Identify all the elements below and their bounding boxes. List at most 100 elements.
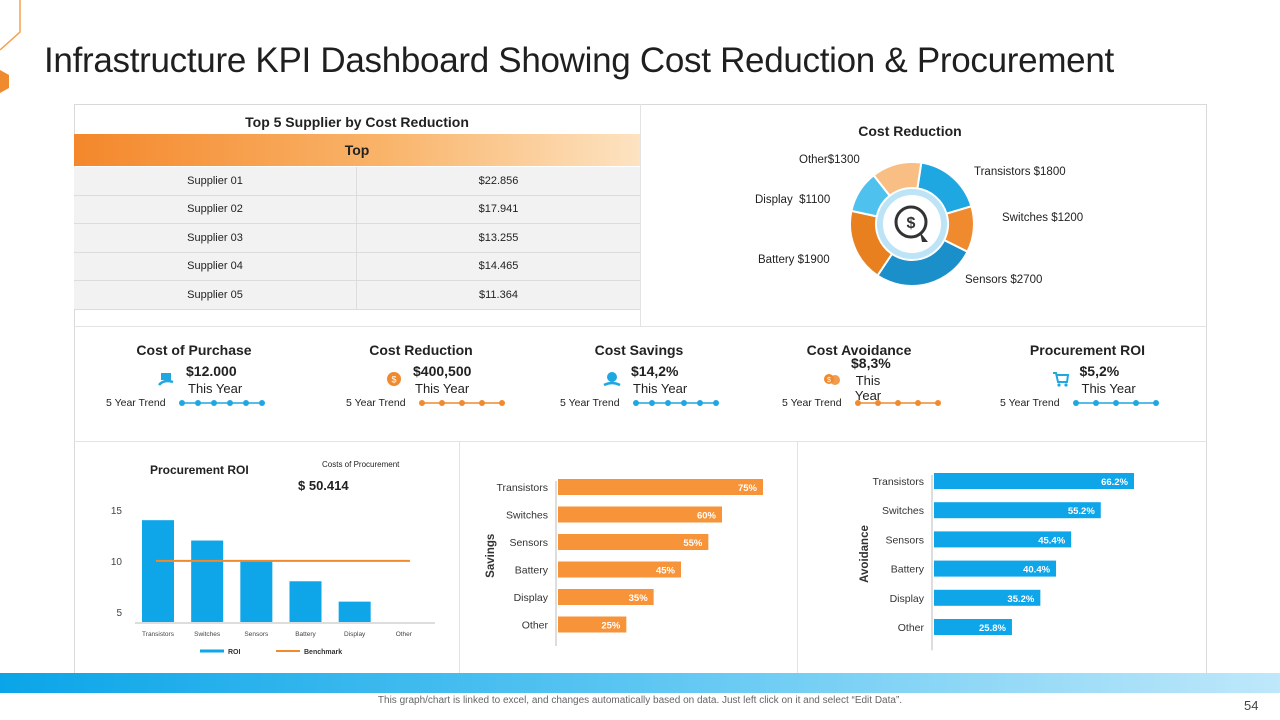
kpi-subtitle: This Year (633, 381, 688, 396)
supplier-name: Supplier 03 (74, 223, 357, 253)
roi-xtick: Display (344, 631, 366, 638)
kpi-subtitle: This Year (854, 373, 882, 403)
legend-benchmark-label: Benchmark (304, 649, 342, 656)
roi-bar (142, 520, 174, 622)
hbar-bar (934, 473, 1134, 489)
roi-ytick: 5 (116, 608, 122, 619)
trend-point (439, 400, 445, 406)
kpi-trend-label: 5 Year Trend (560, 397, 620, 409)
roi-bar (289, 581, 322, 622)
hbar-value-label: 25% (601, 621, 621, 632)
supplier-name: Supplier 04 (74, 252, 357, 281)
supplier-table-title: Top 5 Supplier by Cost Reduction (245, 114, 469, 130)
kpi-trend-sparkline (419, 400, 505, 406)
hbar-category-label: Sensors (509, 537, 548, 549)
hbar-value-label: 60% (697, 511, 717, 522)
hbar-bar (558, 616, 627, 633)
trend-point (499, 400, 505, 406)
table-row: Supplier 03 $13.255 (74, 223, 640, 253)
donut-hole (878, 190, 946, 258)
cash-hand-icon (158, 370, 176, 393)
table-row: Supplier 01 $22.856 (74, 167, 640, 196)
footer-note: This graph/chart is linked to excel, and… (377, 695, 903, 706)
dollar-refresh-icon: $ (894, 205, 928, 242)
supplier-name: Supplier 02 (74, 195, 357, 224)
roi-xtick: Battery (295, 631, 316, 638)
supplier-value: $22.856 (356, 167, 640, 196)
roi-annotation-label: Costs of Procurement (322, 460, 400, 469)
hbar-value-label: 40.4% (1023, 565, 1050, 576)
trend-point (895, 400, 901, 406)
supplier-value: $13.255 (356, 223, 640, 253)
trend-point (1073, 400, 1079, 406)
svg-text:$: $ (907, 215, 916, 232)
trend-point (1113, 400, 1119, 406)
supplier-table-header: Top (74, 134, 640, 166)
trend-point (1093, 400, 1099, 406)
hbar-bar (934, 560, 1057, 577)
roi-xtick: Other (396, 631, 413, 638)
donut-slice-other (872, 161, 923, 198)
donut-label-battery: Battery $1900 (758, 254, 830, 266)
hbar-value-label: 45.4% (1038, 535, 1065, 546)
hbar-category-label: Switches (506, 510, 548, 522)
corner-decoration (0, 0, 21, 93)
donut-label-display: Display $1100 (755, 194, 831, 206)
svg-text:$: $ (827, 377, 831, 384)
roi-ytick: 10 (111, 557, 123, 568)
hbar-bar (558, 506, 722, 523)
roi-bar (191, 540, 224, 622)
hbar-category-label: Transistors (872, 476, 924, 488)
donut-chart-title: Cost Reduction (858, 123, 962, 139)
kpi-trend-label: 5 Year Trend (782, 397, 842, 409)
roi-xtick: Sensors (244, 631, 269, 638)
hbar-category-label: Display (514, 592, 549, 604)
trend-point (479, 400, 485, 406)
trend-point (649, 400, 655, 406)
hbar-value-label: 35% (629, 593, 649, 604)
hbar-bar (558, 561, 681, 578)
coins-icon: $ (823, 370, 841, 393)
savings-chart: Transistors 75% Switches 60% Sensors 55% Batte… (485, 479, 763, 646)
hbar-value-label: 75% (738, 483, 758, 494)
supplier-value: $11.364 (356, 280, 640, 310)
trend-point (935, 400, 941, 406)
trend-point (195, 400, 201, 406)
supplier-table: Supplier 01 $22.856 Supplier 02 $17.941 Su… (74, 167, 640, 310)
kpi-trend-sparkline (855, 400, 941, 406)
trend-point (633, 400, 639, 406)
donut-label-other: Other$1300 (799, 154, 860, 166)
hbar-category-label: Sensors (885, 534, 924, 546)
page-title: Infrastructure KPI Dashboard Showing Cos… (44, 41, 1114, 81)
kpi-title: Procurement ROI (1029, 342, 1146, 358)
kpi-trend-sparkline (1073, 400, 1159, 406)
kpi-trend-label: 5 Year Trend (346, 397, 406, 409)
kpi-title: Cost of Purchase (136, 342, 252, 358)
table-row: Supplier 02 $17.941 (74, 195, 640, 224)
supplier-value: $14.465 (356, 252, 640, 281)
kpi-value: $5,2% (1079, 363, 1120, 379)
kpi-value: $8,3% (851, 355, 891, 371)
kpi-subtitle: This Year (188, 381, 243, 396)
donut-label-switches: Switches $1200 (1002, 212, 1084, 224)
divider (797, 441, 798, 673)
trend-point (697, 400, 703, 406)
kpi-value: $400,500 (413, 363, 472, 379)
hbar-category-label: Switches (882, 505, 924, 517)
hbar-bar (934, 619, 1012, 635)
kpi-subtitle: This Year (415, 381, 470, 396)
table-row: Supplier 04 $14.465 (74, 252, 640, 281)
kpi-title: Cost Avoidance (806, 342, 912, 358)
trend-point (243, 400, 249, 406)
divider (459, 441, 460, 673)
page-number: 54 (1244, 698, 1259, 713)
roi-chart: 15 10 5 Transistors Switches Sensors Battery Di… (111, 506, 435, 656)
roi-xtick: Switches (194, 631, 221, 638)
roi-chart-title: Procurement ROI (150, 463, 249, 477)
supplier-name: Supplier 01 (74, 167, 357, 196)
hbar-value-label: 35.2% (1007, 594, 1034, 605)
hbar-category-label: Display (890, 593, 925, 605)
roi-ytick: 15 (111, 506, 123, 517)
donut-label-transistors: Transistors $1800 (974, 166, 1066, 178)
kpi-trend-label: 5 Year Trend (106, 397, 166, 409)
